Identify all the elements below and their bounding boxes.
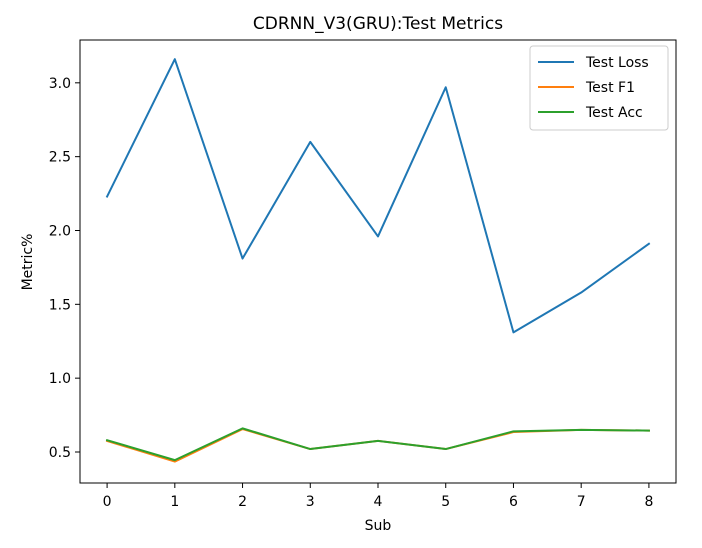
legend: Test Loss Test F1 Test Acc: [529, 45, 669, 131]
x-tick-label: 4: [374, 494, 383, 510]
x-tick-label: 3: [306, 494, 315, 510]
legend-items: Test Loss Test F1 Test Acc: [538, 55, 649, 121]
x-tick-label: 0: [103, 494, 112, 510]
x-tick-label: 2: [238, 494, 247, 510]
x-tick-label: 8: [644, 494, 653, 510]
y-axis-ticks: 0.5 1.0 1.5 2.0 2.5 3.0: [49, 76, 80, 461]
series-line-test-loss: [105, 58, 651, 334]
y-tick-label: 3.0: [49, 76, 71, 92]
y-tick-label: 1.5: [49, 297, 71, 313]
series-lines: [105, 58, 651, 463]
series-line-test-acc: [105, 427, 650, 462]
y-tick-label: 0.5: [49, 445, 71, 461]
x-axis-ticks: 0 1 2 3 4 5 6 7 8: [103, 483, 653, 510]
chart-title: CDRNN_V3(GRU):Test Metrics: [253, 14, 503, 34]
legend-label: Test Loss: [585, 55, 649, 71]
x-axis-title: Sub: [365, 518, 392, 534]
y-axis-title: Metric%: [20, 234, 36, 291]
x-tick-label: 7: [577, 494, 586, 510]
legend-label: Test Acc: [585, 105, 643, 121]
x-tick-label: 1: [170, 494, 179, 510]
plot-frame: [79, 39, 677, 484]
legend-label: Test F1: [585, 80, 635, 96]
y-tick-label: 2.0: [49, 223, 71, 239]
y-tick-label: 2.5: [49, 150, 71, 166]
x-tick-label: 5: [441, 494, 450, 510]
legend-frame: [529, 45, 669, 131]
x-tick-label: 6: [509, 494, 518, 510]
y-tick-label: 1.0: [49, 371, 71, 387]
